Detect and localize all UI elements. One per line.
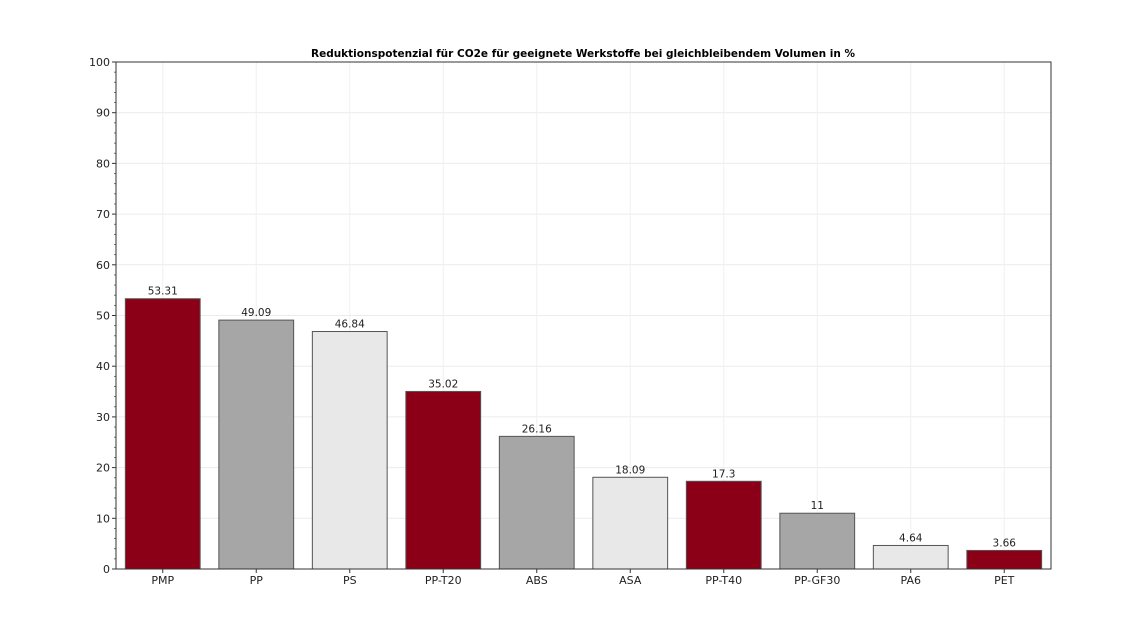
bar-value-label: 18.09 [615,464,645,476]
y-tick-label: 60 [96,259,110,272]
labels: 0 10 20 30 40 50 60 70 80 90 100 53.31 PMP 49.09 PP 46.… [89,56,1016,587]
bar-pa6 [872,544,949,570]
x-tick-label: PP [250,574,264,587]
plot-frame [115,61,1052,570]
bar-pp-t40 [685,480,762,570]
y-tick-label: 40 [96,360,110,373]
bar-asa [592,476,669,570]
y-tick-label: 50 [96,310,110,323]
bar-value-label: 11 [811,500,824,512]
bar-pmp [124,298,201,570]
x-tick-label: PP-T20 [425,574,462,587]
x-tick-label: PP-GF30 [794,574,840,587]
bar-pet [966,549,1043,570]
y-tick-label: 80 [96,157,110,170]
bar-pp-gf30 [779,512,856,570]
bars [124,298,1043,570]
axes [112,61,1052,573]
bar-abs [498,435,575,570]
y-tick-label: 100 [89,56,110,69]
y-tick-label: 90 [96,107,110,120]
chart-title: Reduktionspotenzial für CO2e für geeigne… [311,48,855,60]
x-tick-label: PA6 [901,574,921,587]
y-tick-label: 0 [103,563,110,576]
bar-ps [311,331,388,570]
x-tick-label: ASA [619,574,642,587]
x-tick-label: PMP [151,574,174,587]
bar-value-label: 35.02 [428,378,458,390]
y-tick-label: 20 [96,462,110,475]
bar-value-label: 26.16 [522,423,552,435]
x-tick-label: PS [343,574,357,587]
y-tick-label: 30 [96,411,110,424]
y-tick-label: 70 [96,208,110,221]
bar-value-label: 17.3 [712,468,735,480]
bar-value-label: 46.84 [335,319,365,331]
bar-pp-t20 [405,390,482,570]
y-tick-label: 10 [96,512,110,525]
x-tick-label: ABS [526,574,548,587]
bar-value-label: 53.31 [148,286,178,298]
x-tick-label: PET [994,574,1015,587]
bar-value-label: 49.09 [241,307,271,319]
x-tick-label: PP-T40 [705,574,742,587]
bar-pp [218,319,295,570]
bar-value-label: 3.66 [993,537,1017,549]
bar-value-label: 4.64 [899,532,923,544]
